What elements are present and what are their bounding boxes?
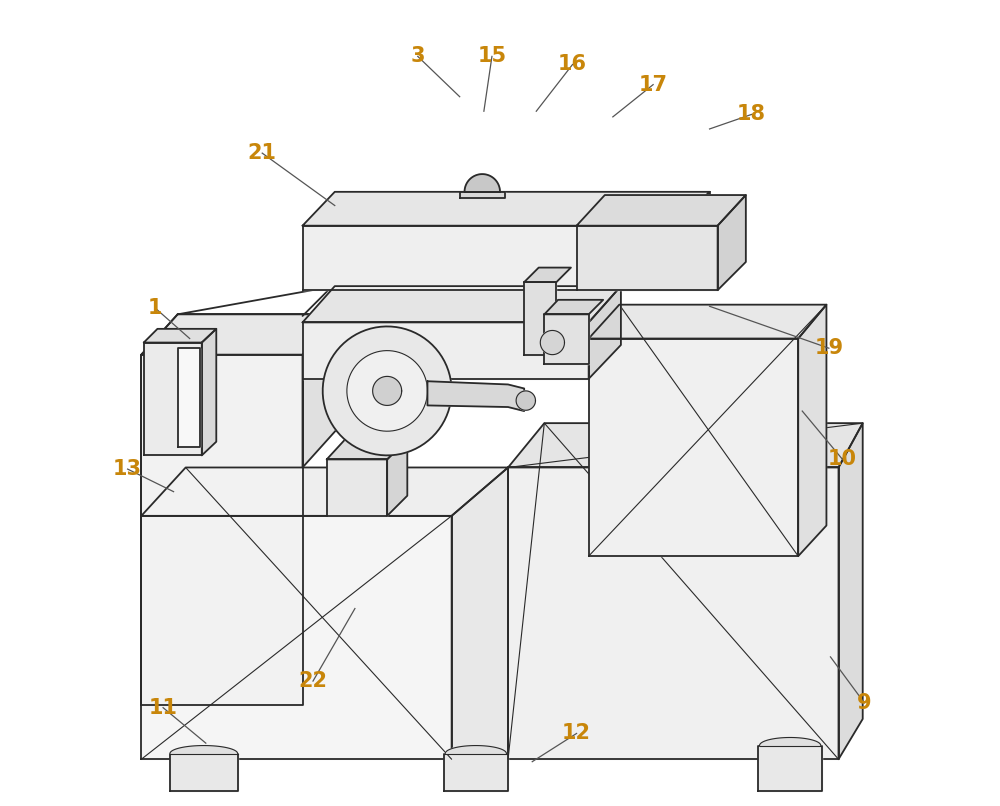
Text: 10: 10 bbox=[828, 450, 857, 469]
Polygon shape bbox=[202, 329, 216, 455]
Text: 1: 1 bbox=[148, 298, 162, 318]
Polygon shape bbox=[452, 467, 508, 759]
Text: 9: 9 bbox=[857, 693, 872, 713]
Polygon shape bbox=[718, 195, 746, 290]
Polygon shape bbox=[170, 754, 238, 791]
Text: 13: 13 bbox=[113, 459, 142, 479]
Text: 11: 11 bbox=[149, 698, 178, 717]
Polygon shape bbox=[460, 192, 505, 198]
Polygon shape bbox=[508, 423, 863, 467]
Polygon shape bbox=[540, 330, 564, 355]
Polygon shape bbox=[445, 746, 506, 754]
Polygon shape bbox=[141, 467, 508, 516]
Text: 21: 21 bbox=[248, 143, 277, 163]
Polygon shape bbox=[798, 305, 826, 556]
Polygon shape bbox=[144, 343, 202, 455]
Polygon shape bbox=[589, 305, 826, 339]
Text: 3: 3 bbox=[411, 47, 425, 66]
Polygon shape bbox=[758, 746, 822, 791]
Polygon shape bbox=[327, 439, 407, 459]
Polygon shape bbox=[303, 226, 677, 290]
Polygon shape bbox=[141, 516, 452, 759]
Polygon shape bbox=[577, 226, 718, 290]
Polygon shape bbox=[178, 348, 200, 447]
Polygon shape bbox=[589, 286, 621, 379]
Polygon shape bbox=[524, 268, 571, 282]
Polygon shape bbox=[347, 351, 427, 431]
Text: 22: 22 bbox=[299, 671, 328, 691]
Polygon shape bbox=[323, 326, 452, 455]
Text: 19: 19 bbox=[814, 339, 843, 358]
Polygon shape bbox=[141, 355, 303, 705]
Polygon shape bbox=[373, 376, 402, 405]
Polygon shape bbox=[170, 746, 238, 754]
Polygon shape bbox=[544, 314, 589, 364]
Text: 12: 12 bbox=[562, 724, 591, 743]
Polygon shape bbox=[465, 174, 500, 192]
Polygon shape bbox=[303, 314, 339, 467]
Text: 17: 17 bbox=[639, 75, 668, 94]
Text: 16: 16 bbox=[558, 55, 587, 74]
Polygon shape bbox=[303, 286, 621, 322]
Polygon shape bbox=[760, 737, 821, 746]
Polygon shape bbox=[577, 195, 746, 226]
Polygon shape bbox=[516, 391, 535, 410]
Text: 15: 15 bbox=[477, 47, 507, 66]
Polygon shape bbox=[589, 339, 798, 556]
Polygon shape bbox=[839, 423, 863, 759]
Polygon shape bbox=[544, 300, 603, 314]
Polygon shape bbox=[387, 439, 407, 516]
Polygon shape bbox=[444, 754, 508, 791]
Polygon shape bbox=[144, 329, 216, 343]
Polygon shape bbox=[677, 192, 710, 290]
Polygon shape bbox=[508, 467, 839, 759]
Polygon shape bbox=[303, 192, 710, 226]
Text: 18: 18 bbox=[737, 105, 766, 124]
Polygon shape bbox=[141, 314, 339, 355]
Polygon shape bbox=[524, 282, 556, 355]
Polygon shape bbox=[303, 322, 589, 379]
Polygon shape bbox=[327, 459, 387, 516]
Polygon shape bbox=[427, 381, 524, 411]
